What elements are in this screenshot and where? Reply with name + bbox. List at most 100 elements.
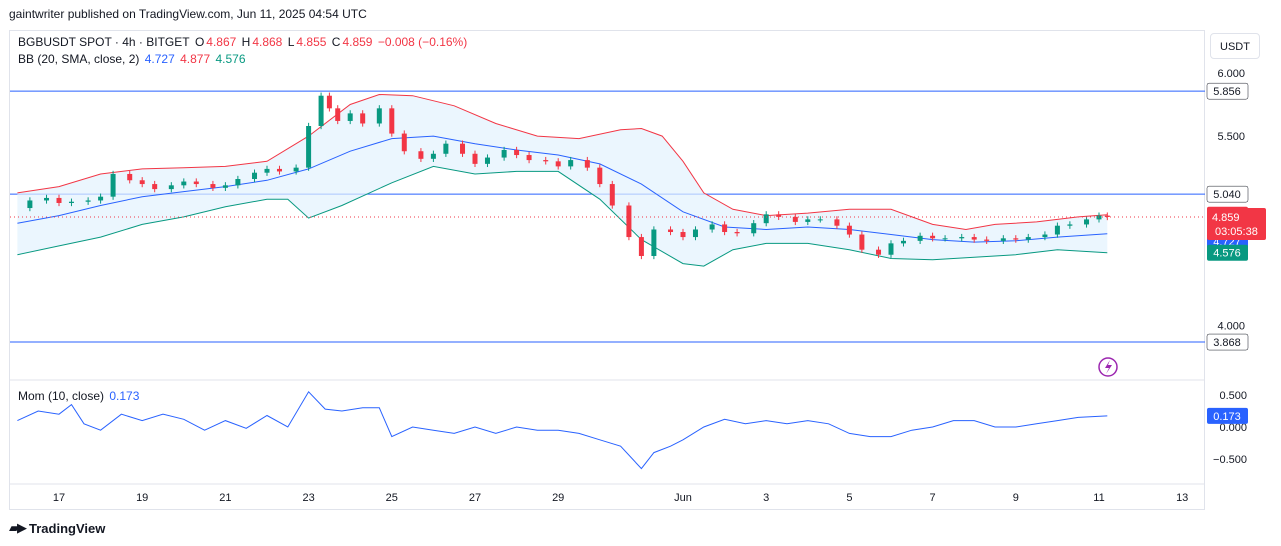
lightning-bolt-icon [1105,360,1112,374]
candle-body [430,153,436,159]
chart-frame [9,30,1205,510]
candle-body [276,168,282,172]
candle-body [942,238,948,240]
candle-body [734,232,740,234]
candle-body [568,160,574,167]
candle-body [318,95,324,127]
candle-body [900,240,906,244]
candle-body [27,200,33,209]
candle-body [56,197,62,203]
candle-body [235,179,241,186]
bb-lower-price-tag-text: 4.576 [1213,248,1241,260]
level-price-tag [1206,82,1249,100]
high-value: 4.868 [252,35,283,49]
candle-body [1000,238,1006,241]
candle-body [98,196,104,201]
y-tick-label: 4.000 [1217,320,1245,332]
candle-body [168,185,174,190]
bb-upper-value: 4.877 [180,52,211,66]
x-tick-label: 19 [136,492,148,504]
candle-body [959,237,965,239]
candle-body [418,151,424,159]
candle-body [1025,237,1031,240]
footer-brand[interactable]: ▰▶ TradingView [9,520,105,536]
candle-body [584,160,590,168]
x-tick-label: 7 [930,492,936,504]
candle-body [1104,215,1110,217]
mom-legend: Mom (10, close) 0.173 [18,389,141,403]
candle-body [443,143,449,154]
candle-body [1013,238,1019,240]
x-tick-label: 17 [53,492,65,504]
candle-body [651,229,657,256]
candle-body [555,161,561,167]
candle-body [722,224,728,233]
x-tick-label: 13 [1176,492,1188,504]
countdown-text: 03:05:38 [1215,226,1258,238]
candle-body [222,185,228,188]
candle-body [692,229,698,238]
candle-body [306,126,312,168]
candle-body [792,216,798,222]
candle-body [668,229,674,233]
candle-body [638,237,644,256]
candle-body [326,95,332,109]
level-price-text: 3.868 [1213,337,1241,349]
candle-body [526,155,532,161]
candle-body [1084,219,1090,225]
level-price-text: 5.856 [1213,86,1241,98]
mom-label[interactable]: Mom (10, close) [18,389,105,403]
candle-body [680,232,686,238]
candle-body [193,181,199,185]
x-tick-label: 29 [552,492,564,504]
candle-body [252,172,258,180]
y-tick-label: 5.500 [1217,131,1245,143]
candle-body [264,168,270,173]
level-price-text: 5.040 [1213,189,1241,201]
candle-body [1042,234,1048,238]
candle-body [210,184,216,188]
candle-body [484,157,490,164]
mom-y-tick-label: 0.000 [1219,422,1247,434]
low-value: 4.855 [296,35,327,49]
candle-body [876,249,882,255]
current-price-text: 4.859 [1212,212,1240,224]
candle-body [110,173,116,197]
bb-label[interactable]: BB (20, SMA, close, 2) [18,52,140,66]
momentum-value-tag [1207,407,1248,424]
currency-button[interactable]: USDT [1210,33,1260,59]
momentum-line [17,390,1108,470]
x-tick-label: 3 [763,492,769,504]
open-label: O [194,35,205,49]
candle-body [776,214,782,217]
close-value: 4.859 [342,35,373,49]
candle-body [763,214,769,224]
candle-body [930,235,936,239]
candle-body [472,153,478,164]
candle-body [68,201,74,203]
candle-body [805,219,811,222]
y-tick-label: 6.000 [1217,68,1245,80]
candle-body [971,237,977,240]
candle-body [609,184,615,206]
bb-legend: BB (20, SMA, close, 2) 4.727 4.877 4.576 [18,52,248,66]
x-tick-label: 21 [219,492,231,504]
candle-body [401,133,407,152]
x-tick-label: 27 [469,492,481,504]
candle-body [1067,224,1073,226]
candle-body [859,234,865,250]
publisher-line: gaintwriter published on TradingView.com… [9,7,367,21]
candle-body [709,224,715,230]
momentum-value-text: 0.173 [1213,411,1241,423]
candle-body [917,235,923,241]
candle-body [751,223,757,234]
brand-label: TradingView [29,520,106,536]
current-price-tag [1207,207,1266,240]
symbol-label[interactable]: BGBUSDT SPOT · 4h · BITGET [18,35,190,49]
candle-body [1096,215,1102,220]
candle-body [389,108,395,134]
candle-body [597,167,603,185]
high-label: H [241,35,251,49]
level-price-tag [1206,333,1249,351]
